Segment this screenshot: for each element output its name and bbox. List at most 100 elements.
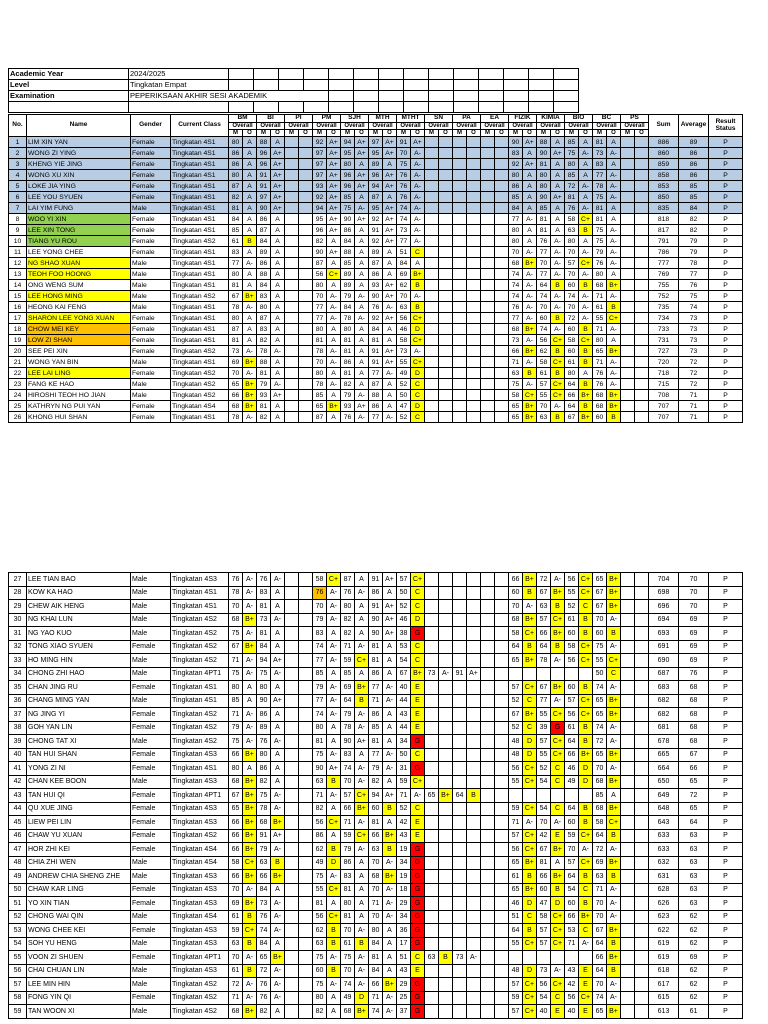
mark-cell: 71 xyxy=(368,990,383,1005)
mark-cell xyxy=(424,389,439,402)
mark-cell: 70 xyxy=(564,301,579,314)
mark-cell: 64 xyxy=(564,734,579,749)
average-cell: 69 xyxy=(678,639,709,654)
class-cell: Tingkatan 4S2 xyxy=(170,707,229,722)
gender-cell: Male xyxy=(130,869,171,884)
mark-cell: 77 xyxy=(368,747,383,762)
mark-cell: 62 xyxy=(536,345,551,358)
grade-cell: A- xyxy=(354,707,369,722)
grade-cell xyxy=(634,936,649,951)
mark-cell: 72 xyxy=(592,842,607,857)
grade-cell: B xyxy=(550,639,565,654)
grade-cell xyxy=(466,896,481,911)
grade-cell: B+ xyxy=(354,680,369,695)
grade-cell: B+ xyxy=(410,666,425,681)
student-name-cell: LEE YONG CHEE xyxy=(26,246,131,259)
mark-cell: 65 xyxy=(592,572,607,587)
mark-cell: 76 xyxy=(312,585,327,600)
mark-cell: 88 xyxy=(340,246,355,259)
grade-cell: A xyxy=(382,950,397,965)
grade-cell xyxy=(634,909,649,924)
mark-cell xyxy=(480,367,495,380)
sum-cell: 860 xyxy=(648,147,679,160)
result-status-cell: P xyxy=(708,411,743,424)
grade-cell: B+ xyxy=(270,869,285,884)
grade-cell xyxy=(298,257,313,270)
mark-cell xyxy=(424,828,439,843)
mark-cell: 44 xyxy=(396,693,411,708)
mark-cell: 81 xyxy=(340,909,355,924)
grade-cell: A+ xyxy=(522,158,537,171)
grade-cell: A- xyxy=(270,896,285,911)
gender-cell: Male xyxy=(130,585,171,600)
grade-cell: A xyxy=(326,734,341,749)
mark-cell: 95 xyxy=(368,147,383,160)
mark-cell xyxy=(452,720,467,735)
mark-cell: 75 xyxy=(396,158,411,171)
empty-grid-cell xyxy=(328,79,354,91)
student-row: 42 CHAN KEE BOON Male Tingkatan 4S3 68 B+ 82 A 6… xyxy=(8,774,743,789)
student-name-cell: NG JING YI xyxy=(26,707,131,722)
mark-cell: 77 xyxy=(368,411,383,424)
grade-cell: A xyxy=(578,158,593,171)
grade-cell: A xyxy=(550,180,565,193)
column-header: Sum xyxy=(648,113,679,138)
gender-cell: Male xyxy=(130,666,171,681)
grade-cell: B xyxy=(578,720,593,735)
mark-cell: 65 xyxy=(508,400,523,413)
student-name-cell: ANDREW CHIA SHENG ZHE xyxy=(26,869,131,884)
results-table: No. Name Gender Current Class BM BI PI PM SJH MTH… xyxy=(8,113,743,424)
student-row: 37 NG JING YI Female Tingkatan 4S2 71 A- 86 A 74… xyxy=(8,707,743,722)
grade-cell: B xyxy=(550,345,565,358)
grade-cell: B xyxy=(522,367,537,380)
gender-cell: Male xyxy=(130,301,171,314)
mark-cell: 63 xyxy=(508,367,523,380)
mark-cell xyxy=(480,626,495,641)
class-cell: Tingkatan 4S4 xyxy=(170,855,229,870)
grade-cell: A- xyxy=(606,235,621,248)
empty-grid-cell xyxy=(278,101,304,113)
grade-cell: C+ xyxy=(522,389,537,402)
mark-cell: 67 xyxy=(228,788,243,803)
grade-cell xyxy=(634,639,649,654)
mark-cell xyxy=(620,334,635,347)
table-body: 27 LEE TIAN BAO Male Tingkatan 4S3 76 A- 76 A- 5… xyxy=(8,572,743,1019)
class-cell: Tingkatan 4S4 xyxy=(170,842,229,857)
grade-cell: A- xyxy=(242,950,257,965)
mark-cell: 55 xyxy=(536,707,551,722)
student-name-cell: KHONG HUI SHAN xyxy=(26,411,131,424)
grade-cell: A- xyxy=(410,202,425,215)
result-status-cell: P xyxy=(708,213,743,226)
gender-cell: Female xyxy=(130,707,171,722)
grade-cell: A- xyxy=(270,909,285,924)
mark-cell xyxy=(424,977,439,992)
mark-cell: 95 xyxy=(368,202,383,215)
grade-cell: B+ xyxy=(606,747,621,762)
grade-cell xyxy=(438,279,453,292)
subject-header: PI xyxy=(284,114,313,123)
empty-grid-cell xyxy=(478,90,504,102)
mark-cell: 71 xyxy=(592,356,607,369)
mark-cell xyxy=(424,411,439,424)
grade-cell xyxy=(494,599,509,614)
result-status-cell: P xyxy=(708,990,743,1005)
mark-cell: 81 xyxy=(228,334,243,347)
grade-cell xyxy=(466,653,481,668)
mark-cell xyxy=(424,653,439,668)
grade-cell xyxy=(494,693,509,708)
mark-cell: 68 xyxy=(592,389,607,402)
grade-cell: B xyxy=(606,936,621,951)
row-number-cell: 49 xyxy=(8,869,27,884)
mark-cell: 71 xyxy=(564,936,579,951)
mark-cell xyxy=(620,869,635,884)
mark-cell: 86 xyxy=(368,585,383,600)
grade-cell xyxy=(438,235,453,248)
row-number-cell: 13 xyxy=(8,268,27,281)
grade-cell: A+ xyxy=(326,761,341,776)
student-row: 19 LOW ZI SHAN Female Tingkatan 4S1 81 A 82 A 81… xyxy=(8,334,743,347)
sum-cell: 687 xyxy=(648,666,679,681)
grade-cell xyxy=(438,599,453,614)
mark-cell: 83 xyxy=(340,869,355,884)
mark-cell xyxy=(284,158,299,171)
grade-cell: G xyxy=(410,896,425,911)
